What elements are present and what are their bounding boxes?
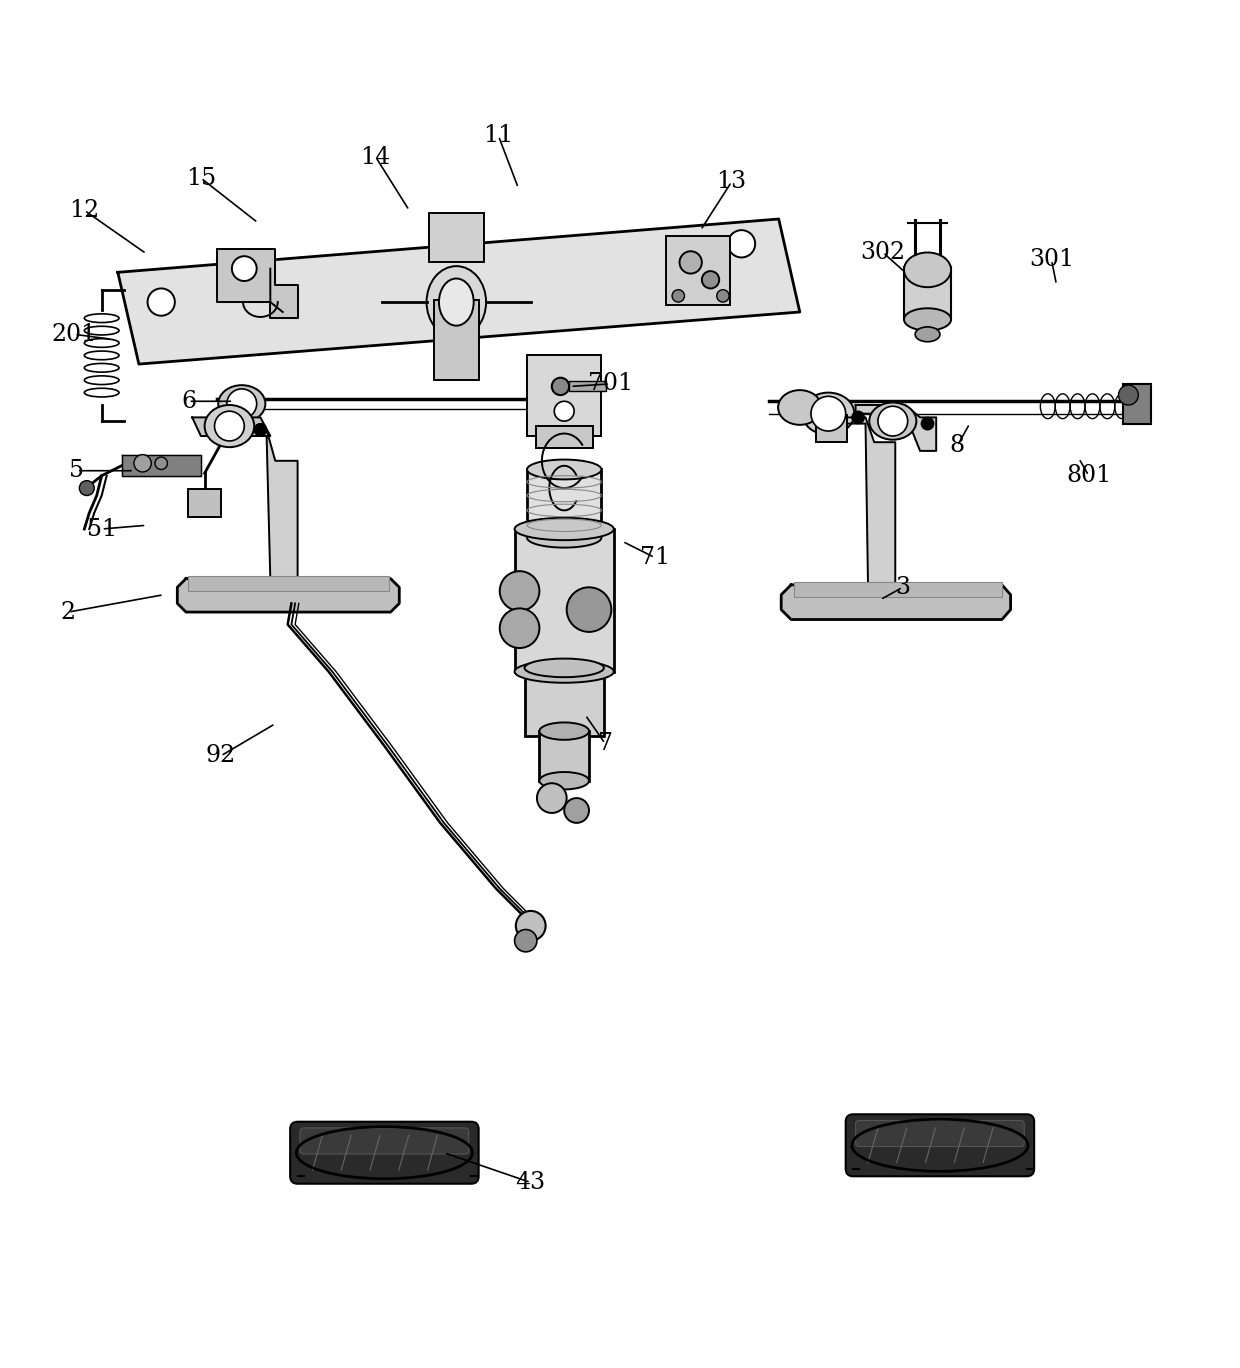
Circle shape <box>717 290 729 302</box>
Ellipse shape <box>904 308 951 331</box>
Text: 15: 15 <box>186 167 216 190</box>
Bar <box>527 356 601 436</box>
Bar <box>794 583 1002 598</box>
Text: 43: 43 <box>516 1171 546 1194</box>
Ellipse shape <box>527 460 601 479</box>
Bar <box>434 300 479 380</box>
Text: 51: 51 <box>87 517 117 540</box>
Text: 8: 8 <box>950 435 965 457</box>
Text: 7: 7 <box>598 732 613 755</box>
Ellipse shape <box>904 253 951 287</box>
Bar <box>188 490 221 517</box>
Circle shape <box>227 389 257 419</box>
Circle shape <box>1118 386 1138 405</box>
Text: 14: 14 <box>361 145 391 168</box>
Ellipse shape <box>915 327 940 342</box>
Bar <box>666 237 730 305</box>
Ellipse shape <box>539 722 589 740</box>
Circle shape <box>500 609 539 648</box>
Polygon shape <box>217 430 298 579</box>
Ellipse shape <box>527 528 601 547</box>
Text: 5: 5 <box>69 460 84 482</box>
FancyBboxPatch shape <box>300 1129 469 1155</box>
Circle shape <box>552 378 569 395</box>
Bar <box>536 425 593 449</box>
Ellipse shape <box>427 267 486 338</box>
Circle shape <box>254 424 267 436</box>
Bar <box>904 267 951 320</box>
Polygon shape <box>217 249 298 319</box>
Ellipse shape <box>802 393 854 435</box>
Text: 3: 3 <box>895 576 910 599</box>
Circle shape <box>516 911 546 941</box>
Bar <box>515 529 614 672</box>
Circle shape <box>702 271 719 289</box>
Bar <box>188 576 389 591</box>
Bar <box>539 731 589 781</box>
Bar <box>816 415 847 442</box>
Circle shape <box>564 798 589 824</box>
Polygon shape <box>781 584 1011 620</box>
Circle shape <box>515 929 537 952</box>
Polygon shape <box>856 405 936 451</box>
Text: 6: 6 <box>181 390 196 413</box>
Circle shape <box>680 252 702 274</box>
Text: 13: 13 <box>717 170 746 193</box>
Circle shape <box>155 457 167 469</box>
Ellipse shape <box>869 402 916 439</box>
FancyBboxPatch shape <box>846 1115 1034 1176</box>
Polygon shape <box>118 219 800 364</box>
Polygon shape <box>177 579 399 611</box>
Circle shape <box>537 784 567 813</box>
Text: 11: 11 <box>484 124 513 148</box>
Text: 701: 701 <box>588 372 632 395</box>
Text: 301: 301 <box>1029 249 1074 271</box>
Circle shape <box>878 406 908 436</box>
Text: 2: 2 <box>61 601 76 624</box>
Bar <box>569 382 606 391</box>
Text: 12: 12 <box>69 198 99 222</box>
FancyBboxPatch shape <box>290 1122 479 1183</box>
Circle shape <box>554 401 574 421</box>
Polygon shape <box>816 417 895 584</box>
Text: 801: 801 <box>1066 464 1111 487</box>
Circle shape <box>500 572 539 611</box>
Text: 92: 92 <box>206 744 236 767</box>
Text: 302: 302 <box>861 241 905 264</box>
Circle shape <box>215 412 244 440</box>
Bar <box>525 668 604 736</box>
Ellipse shape <box>205 405 254 447</box>
Circle shape <box>852 412 864 424</box>
Circle shape <box>148 289 175 316</box>
Ellipse shape <box>525 658 604 677</box>
Ellipse shape <box>515 518 614 540</box>
Ellipse shape <box>439 279 474 326</box>
Circle shape <box>232 256 257 280</box>
Ellipse shape <box>515 661 614 683</box>
FancyBboxPatch shape <box>856 1120 1024 1146</box>
Circle shape <box>728 230 755 257</box>
Ellipse shape <box>539 772 589 789</box>
Bar <box>1123 384 1151 424</box>
Circle shape <box>672 290 684 302</box>
Polygon shape <box>122 454 201 476</box>
Circle shape <box>134 454 151 472</box>
Ellipse shape <box>779 390 822 425</box>
Circle shape <box>921 417 934 430</box>
Text: 71: 71 <box>640 546 670 569</box>
Bar <box>527 469 601 538</box>
Ellipse shape <box>218 386 265 423</box>
Polygon shape <box>192 417 270 436</box>
Text: 201: 201 <box>52 323 97 346</box>
Circle shape <box>811 397 846 431</box>
Bar <box>429 213 484 263</box>
Circle shape <box>79 480 94 495</box>
Circle shape <box>567 587 611 632</box>
